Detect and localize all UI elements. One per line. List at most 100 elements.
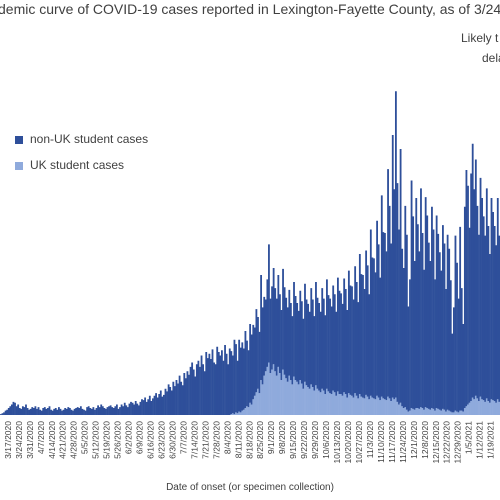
bar-segment bbox=[449, 411, 452, 415]
bar-segment bbox=[485, 398, 488, 415]
bar-segment bbox=[423, 409, 426, 415]
bar-segment bbox=[329, 298, 331, 394]
bar-segment bbox=[451, 412, 454, 415]
bar-segment bbox=[341, 303, 344, 396]
bar-segment bbox=[152, 398, 154, 415]
bar-segment bbox=[313, 316, 316, 391]
bar-segment bbox=[59, 408, 62, 415]
bar-segment bbox=[133, 404, 136, 415]
bar-segment bbox=[391, 397, 394, 415]
annotation: dela bbox=[482, 51, 500, 65]
x-tick-label: 5/19/2020 bbox=[102, 421, 112, 459]
bar-segment bbox=[402, 268, 405, 408]
bar-segment bbox=[349, 285, 352, 395]
bar-segment bbox=[219, 355, 222, 415]
bar-segment bbox=[391, 135, 394, 398]
bar-segment bbox=[401, 248, 404, 407]
bar-segment bbox=[465, 170, 468, 407]
bar-segment bbox=[365, 394, 368, 415]
bar-segment bbox=[360, 274, 363, 397]
bar-segment bbox=[308, 388, 311, 415]
bar-segment bbox=[202, 364, 205, 415]
bar-segment bbox=[393, 399, 396, 415]
bar-segment bbox=[173, 386, 176, 415]
bar-segment bbox=[269, 298, 272, 373]
bar-segment bbox=[100, 404, 103, 415]
bar-segment bbox=[17, 404, 20, 415]
bar-segment bbox=[283, 374, 286, 415]
bar-segment bbox=[471, 397, 474, 415]
bar-segment bbox=[247, 350, 250, 408]
bar-segment bbox=[45, 408, 48, 415]
bar-segment bbox=[225, 353, 228, 415]
bar-segment bbox=[315, 385, 317, 415]
bar-segment bbox=[335, 395, 338, 415]
bar-segment bbox=[277, 366, 280, 415]
bar-segment bbox=[249, 324, 252, 403]
bar-segment bbox=[29, 408, 32, 415]
bar-segment bbox=[394, 91, 397, 398]
bar-segment bbox=[211, 349, 214, 415]
bar-segment bbox=[427, 242, 430, 409]
bar-segment bbox=[289, 303, 292, 380]
bar-segment bbox=[272, 268, 275, 365]
bar-segment bbox=[76, 407, 79, 415]
bar-segment bbox=[246, 340, 248, 407]
bar-segment bbox=[231, 413, 234, 415]
bar-segment bbox=[103, 408, 106, 415]
bar-segment bbox=[261, 307, 264, 385]
x-tick-label: 5/12/2020 bbox=[91, 421, 101, 459]
x-tick-label: 7/21/2020 bbox=[200, 421, 210, 459]
bar-segment bbox=[435, 408, 438, 415]
bar-segment bbox=[235, 412, 237, 415]
bar-segment bbox=[374, 399, 377, 415]
bar-segment bbox=[97, 405, 99, 415]
bar-segment bbox=[445, 411, 447, 415]
bar-segment bbox=[409, 279, 411, 411]
bar-segment bbox=[470, 173, 473, 401]
bar-segment bbox=[355, 282, 358, 396]
legend-swatch bbox=[15, 136, 23, 144]
bar-segment bbox=[310, 288, 313, 385]
bar-segment bbox=[394, 397, 397, 415]
x-tick-label: 3/17/2020 bbox=[3, 421, 13, 459]
bar-segment bbox=[105, 408, 107, 415]
bar-segment bbox=[224, 345, 226, 415]
x-tick-label: 6/23/2020 bbox=[156, 421, 166, 459]
bar-segment bbox=[495, 245, 498, 403]
bar-segment bbox=[217, 352, 220, 415]
bar-segment bbox=[384, 233, 386, 400]
x-tick-label: 5/5/2020 bbox=[80, 421, 90, 454]
bar-segment bbox=[485, 188, 488, 399]
bar-segment bbox=[344, 289, 347, 394]
bar-segment bbox=[449, 280, 452, 412]
bar-segment bbox=[495, 402, 498, 415]
bar-segment bbox=[332, 285, 335, 391]
bar-segment bbox=[10, 404, 13, 415]
bar-segment bbox=[300, 383, 303, 415]
bar-segment bbox=[141, 399, 143, 415]
bar-segment bbox=[62, 409, 65, 415]
bar-segment bbox=[56, 409, 59, 415]
bar-segment bbox=[384, 399, 386, 415]
bar-segment bbox=[285, 378, 288, 415]
bar-segment bbox=[438, 409, 441, 415]
bar-segment bbox=[393, 189, 396, 400]
bar-segment bbox=[479, 177, 482, 397]
bar-segment bbox=[343, 278, 346, 393]
bar-segment bbox=[206, 358, 209, 415]
bar-segment bbox=[442, 225, 444, 409]
bar-segment bbox=[67, 407, 70, 415]
x-tick-label: 12/22/2020 bbox=[442, 421, 452, 464]
bar-segment bbox=[473, 399, 476, 415]
bar-segment bbox=[429, 261, 432, 410]
x-tick-label: 8/4/2020 bbox=[222, 421, 232, 454]
bar-segment bbox=[242, 348, 245, 410]
bar-segment bbox=[28, 409, 31, 415]
bar-segment bbox=[402, 408, 405, 415]
bar-segment bbox=[418, 251, 421, 409]
bar-segment bbox=[318, 390, 320, 415]
bar-segment bbox=[213, 362, 215, 415]
bar-segment bbox=[489, 254, 491, 403]
bar-segment bbox=[159, 390, 162, 415]
